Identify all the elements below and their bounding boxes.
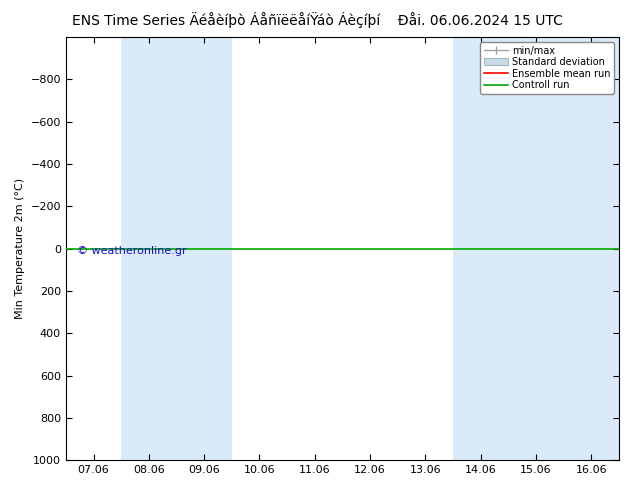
Y-axis label: Min Temperature 2m (°C): Min Temperature 2m (°C): [15, 178, 25, 319]
Bar: [453, 37, 619, 460]
Bar: [121, 37, 232, 460]
Legend: min/max, Standard deviation, Ensemble mean run, Controll run: min/max, Standard deviation, Ensemble me…: [480, 42, 614, 94]
Text: © weatheronline.gr: © weatheronline.gr: [77, 246, 186, 256]
Text: ENS Time Series Äéåèíþò ÁåñïëëåíŸáò Áèçíþí    Ðåi. 06.06.2024 15 UTC: ENS Time Series Äéåèíþò ÁåñïëëåíŸáò Áèçí…: [72, 12, 562, 28]
